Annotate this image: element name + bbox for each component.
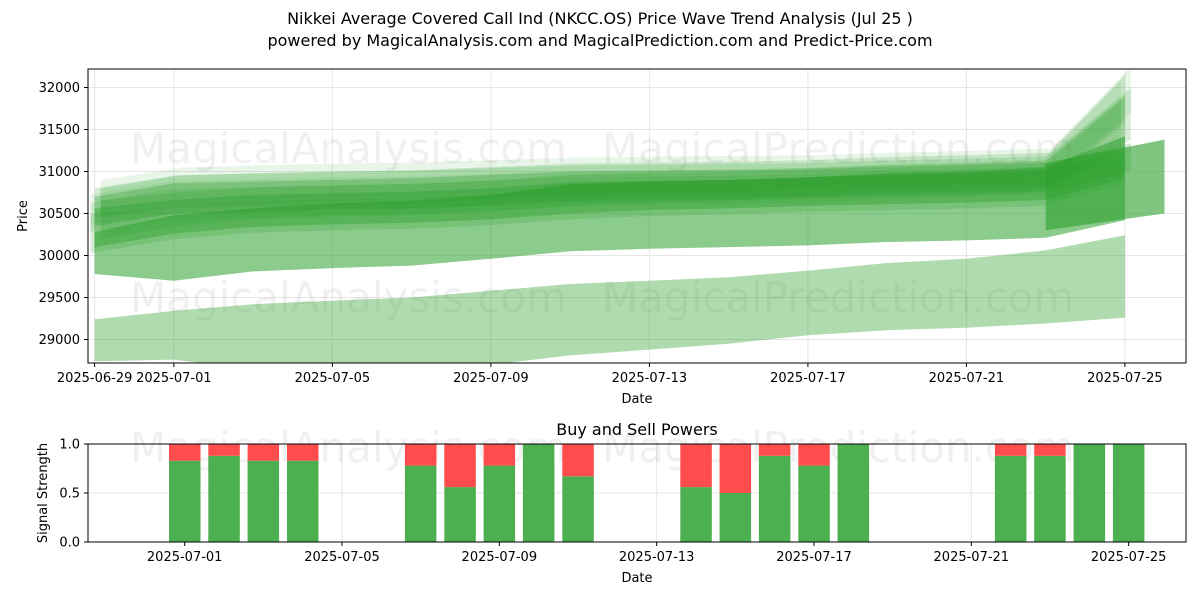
buy-bar: [719, 493, 752, 542]
x-tick-label: 2025-07-21: [934, 550, 1010, 565]
x-tick-label: 2025-07-05: [304, 550, 380, 565]
y-tick-label: 30000: [39, 249, 80, 264]
y-tick-label: 0.0: [59, 536, 80, 551]
x-tick-label: 2025-07-05: [295, 371, 371, 386]
buy-bar: [483, 465, 516, 542]
buy-bar: [404, 465, 437, 542]
panel-title: Buy and Sell Powers: [556, 420, 718, 439]
buy-bar: [562, 476, 594, 542]
x-axis-label: Date: [621, 392, 652, 407]
watermark-text: MagicalAnalysis.com: [130, 273, 567, 322]
sell-bar: [719, 444, 752, 493]
sell-bar: [444, 444, 476, 488]
sell-bar: [994, 444, 1027, 456]
sell-bar: [758, 444, 791, 456]
wave-band-echo: [100, 69, 1131, 210]
wave-band-echo: [100, 87, 1131, 219]
buy-bar: [208, 455, 240, 542]
buy-bar: [994, 455, 1027, 542]
buy-bar: [169, 460, 201, 542]
y-tick-label: 29500: [39, 291, 80, 306]
watermark-text: MagicalAnalysis.com: [130, 124, 567, 173]
sell-bar: [208, 444, 240, 456]
x-tick-label: 2025-07-13: [619, 550, 695, 565]
y-tick-label: 29000: [39, 333, 80, 348]
sell-bar: [1034, 444, 1066, 456]
price-wave-panel: MagicalAnalysis.com MagicalPrediction.com…: [16, 68, 1187, 407]
wave-band-echo: [90, 157, 1121, 254]
watermark-text: MagicalPrediction.com: [602, 273, 1075, 322]
wave-band: [94, 95, 1125, 227]
y-tick-label: 32000: [39, 81, 80, 96]
x-tick-label: 2025-07-13: [612, 371, 688, 386]
buy-bar: [247, 460, 280, 542]
buy-bar: [1073, 444, 1106, 542]
wave-band-echo: [90, 80, 1121, 224]
wave-band: [94, 151, 1125, 248]
wave-band: [94, 74, 1125, 218]
sell-bar: [562, 444, 594, 477]
buy-bar: [444, 487, 476, 542]
sell-bar: [247, 444, 280, 461]
buy-bar: [1112, 444, 1145, 542]
buy-bar: [758, 455, 791, 542]
x-tick-label: 2025-06-29: [57, 371, 133, 386]
wave-bands: [90, 69, 1165, 363]
watermark-text: MagicalPrediction.com: [602, 124, 1075, 173]
buy-bar: [680, 487, 712, 542]
y-tick-label: 0.5: [59, 487, 80, 502]
y-tick-label: 31500: [39, 123, 80, 138]
y-tick-label: 30500: [39, 207, 80, 222]
buy-bar: [287, 460, 319, 542]
sell-bar: [483, 444, 516, 466]
x-tick-label: 2025-07-21: [929, 371, 1005, 386]
wave-band-echo: [90, 101, 1121, 233]
y-tick-label: 31000: [39, 165, 80, 180]
x-axis-label: Date: [621, 571, 652, 586]
chart-title-block: Nikkei Average Covered Call Ind (NKCC.OS…: [0, 8, 1200, 52]
chart-title: Nikkei Average Covered Call Ind (NKCC.OS…: [287, 9, 913, 28]
buy-bar: [798, 465, 830, 542]
y-tick-label: 1.0: [59, 438, 80, 453]
x-tick-label: 2025-07-25: [1091, 550, 1167, 565]
buy-bar: [1034, 455, 1066, 542]
sell-bar: [404, 444, 437, 466]
x-tick-label: 2025-07-17: [770, 371, 846, 386]
buy-bar: [522, 444, 555, 542]
sell-bar: [287, 444, 319, 461]
y-axis-label: Signal Strength: [36, 443, 51, 543]
sell-bar: [680, 444, 712, 488]
plot-frame: [87, 68, 1187, 364]
x-tick-label: 2025-07-09: [453, 371, 529, 386]
x-tick-label: 2025-07-17: [776, 550, 852, 565]
wave-band-echo: [100, 143, 1131, 240]
wave-band-tail: [1045, 139, 1165, 231]
buy-sell-panel: MagicalAnalysis.comMagicalPrediction.com…: [36, 420, 1187, 586]
x-tick-label: 2025-07-25: [1087, 371, 1163, 386]
wave-band: [94, 136, 1125, 281]
x-tick-label: 2025-07-09: [462, 550, 538, 565]
wave-band: [94, 235, 1125, 363]
x-tick-label: 2025-07-01: [147, 550, 223, 565]
x-tick-label: 2025-07-01: [136, 371, 212, 386]
chart-subtitle: powered by MagicalAnalysis.com and Magic…: [267, 31, 933, 50]
sell-bar: [169, 444, 201, 461]
y-axis-label: Price: [16, 200, 31, 232]
buy-bar: [837, 444, 870, 542]
sell-bar: [798, 444, 830, 466]
